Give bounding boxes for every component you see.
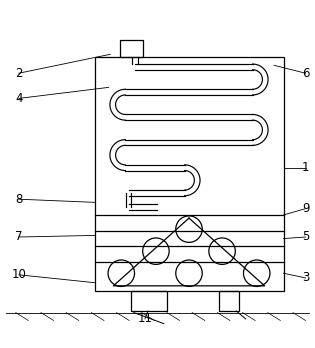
Bar [94, 57, 284, 291]
Text: 9: 9 [302, 202, 309, 215]
Text: 11: 11 [137, 313, 152, 325]
Bar [131, 291, 167, 311]
Text: 10: 10 [11, 268, 26, 281]
Text: 5: 5 [302, 230, 309, 244]
Text: 8: 8 [15, 193, 23, 206]
Text: 1: 1 [302, 161, 309, 174]
Bar [120, 40, 143, 57]
Text: 3: 3 [302, 271, 309, 284]
Text: 2: 2 [15, 67, 23, 80]
Text: 6: 6 [302, 67, 309, 80]
Bar [219, 291, 239, 311]
Text: 7: 7 [15, 230, 23, 244]
Text: 4: 4 [15, 92, 23, 105]
